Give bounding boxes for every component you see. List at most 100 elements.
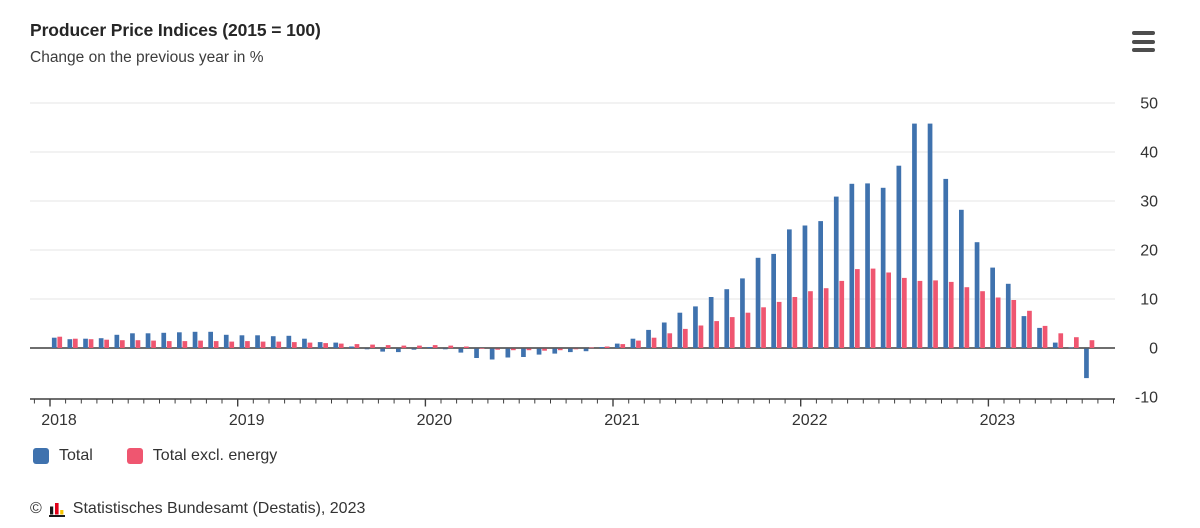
bar-total-24[interactable] <box>427 347 432 348</box>
bar-excl-energy-21[interactable] <box>385 345 391 348</box>
bar-total-19[interactable] <box>349 346 354 349</box>
bar-excl-energy-36[interactable] <box>620 344 626 348</box>
bar-excl-energy-11[interactable] <box>229 341 235 348</box>
bar-total-25[interactable] <box>442 348 448 350</box>
bar-total-49[interactable] <box>818 221 823 348</box>
bar-total-8[interactable] <box>177 332 182 348</box>
bar-total-57[interactable] <box>943 178 949 348</box>
bar-excl-energy-49[interactable] <box>823 288 829 348</box>
bar-excl-energy-7[interactable] <box>166 341 172 348</box>
bar-excl-energy-24[interactable] <box>432 345 438 348</box>
bar-total-33[interactable] <box>568 348 573 353</box>
bar-excl-energy-41[interactable] <box>698 325 704 349</box>
bar-total-47[interactable] <box>787 229 792 348</box>
bar-excl-energy-44[interactable] <box>745 312 751 348</box>
bar-total-28[interactable] <box>489 348 495 360</box>
bar-total-7[interactable] <box>161 332 167 348</box>
bar-total-48[interactable] <box>802 225 808 349</box>
bar-excl-energy-38[interactable] <box>651 337 657 348</box>
bar-total-36[interactable] <box>614 343 620 348</box>
bar-excl-energy-60[interactable] <box>995 297 1001 349</box>
bar-excl-energy-23[interactable] <box>417 345 422 349</box>
bar-excl-energy-27[interactable] <box>479 348 485 349</box>
bar-excl-energy-18[interactable] <box>338 343 344 348</box>
bar-excl-energy-9[interactable] <box>198 340 203 348</box>
bar-total-60[interactable] <box>990 267 995 348</box>
bar-excl-energy-19[interactable] <box>354 344 360 348</box>
bar-excl-energy-10[interactable] <box>213 341 219 348</box>
bar-excl-energy-26[interactable] <box>464 346 469 349</box>
bar-excl-energy-57[interactable] <box>948 281 954 349</box>
legend-item-total[interactable]: Total <box>33 447 93 465</box>
bar-excl-energy-35[interactable] <box>604 346 610 349</box>
bar-total-27[interactable] <box>474 348 479 358</box>
bar-total-3[interactable] <box>98 338 104 348</box>
bar-excl-energy-31[interactable] <box>542 348 547 351</box>
bar-excl-energy-50[interactable] <box>839 280 845 348</box>
bar-total-9[interactable] <box>192 331 198 348</box>
bar-total-42[interactable] <box>708 297 714 348</box>
bar-total-45[interactable] <box>755 257 761 348</box>
bar-total-61[interactable] <box>1005 283 1011 348</box>
bar-excl-energy-3[interactable] <box>104 339 109 348</box>
bar-excl-energy-17[interactable] <box>323 343 328 348</box>
hamburger-menu-icon[interactable] <box>1132 31 1156 52</box>
bar-excl-energy-15[interactable] <box>292 342 297 348</box>
bar-excl-energy-40[interactable] <box>683 328 688 348</box>
bar-excl-energy-2[interactable] <box>88 339 94 348</box>
bar-total-59[interactable] <box>974 242 980 348</box>
bar-excl-energy-29[interactable] <box>511 348 516 351</box>
bar-total-2[interactable] <box>83 338 88 348</box>
bar-excl-energy-5[interactable] <box>135 340 141 348</box>
bar-total-65[interactable] <box>1068 347 1074 349</box>
bar-total-34[interactable] <box>583 348 589 352</box>
bar-total-10[interactable] <box>208 331 213 348</box>
bar-total-39[interactable] <box>661 322 667 349</box>
bar-total-6[interactable] <box>145 333 151 348</box>
bar-excl-energy-56[interactable] <box>933 280 938 348</box>
bar-total-15[interactable] <box>286 335 292 349</box>
bar-total-20[interactable] <box>364 348 370 350</box>
bar-total-1[interactable] <box>67 339 73 348</box>
bar-total-17[interactable] <box>317 342 323 348</box>
bar-excl-energy-63[interactable] <box>1042 325 1048 348</box>
bar-excl-energy-30[interactable] <box>526 348 532 351</box>
bar-total-53[interactable] <box>880 187 886 348</box>
bar-total-29[interactable] <box>505 348 511 358</box>
bar-excl-energy-6[interactable] <box>151 340 156 348</box>
bar-excl-energy-33[interactable] <box>573 348 579 350</box>
bar-excl-energy-4[interactable] <box>120 340 125 348</box>
bar-total-55[interactable] <box>912 123 917 348</box>
bar-excl-energy-47[interactable] <box>792 297 798 348</box>
bar-excl-energy-39[interactable] <box>667 333 673 348</box>
bar-total-40[interactable] <box>677 312 683 348</box>
bar-excl-energy-12[interactable] <box>245 341 250 348</box>
bar-excl-energy-58[interactable] <box>964 287 970 348</box>
bar-excl-energy-59[interactable] <box>980 291 985 348</box>
bar-total-11[interactable] <box>223 334 229 348</box>
bar-total-18[interactable] <box>333 342 339 348</box>
bar-total-52[interactable] <box>865 183 870 348</box>
bar-excl-energy-46[interactable] <box>776 301 782 348</box>
bar-excl-energy-51[interactable] <box>855 269 860 348</box>
bar-total-46[interactable] <box>771 253 776 348</box>
bar-total-43[interactable] <box>724 289 730 348</box>
bar-excl-energy-52[interactable] <box>870 268 876 348</box>
bar-excl-energy-13[interactable] <box>260 341 266 348</box>
bar-total-62[interactable] <box>1021 316 1027 348</box>
bar-total-4[interactable] <box>114 334 120 348</box>
bar-total-56[interactable] <box>927 123 933 348</box>
bar-excl-energy-54[interactable] <box>902 277 907 348</box>
legend-item-total-excl-energy[interactable]: Total excl. energy <box>126 447 277 465</box>
bar-total-63[interactable] <box>1037 327 1042 348</box>
bar-excl-energy-55[interactable] <box>917 280 923 348</box>
bar-excl-energy-45[interactable] <box>761 307 766 348</box>
bar-total-16[interactable] <box>302 338 307 348</box>
bar-total-44[interactable] <box>740 278 745 348</box>
bar-total-23[interactable] <box>411 348 417 350</box>
bar-total-38[interactable] <box>646 329 651 348</box>
bar-total-14[interactable] <box>270 336 276 348</box>
bar-excl-energy-48[interactable] <box>808 291 813 348</box>
bar-total-32[interactable] <box>552 348 558 354</box>
bar-excl-energy-1[interactable] <box>73 338 78 348</box>
